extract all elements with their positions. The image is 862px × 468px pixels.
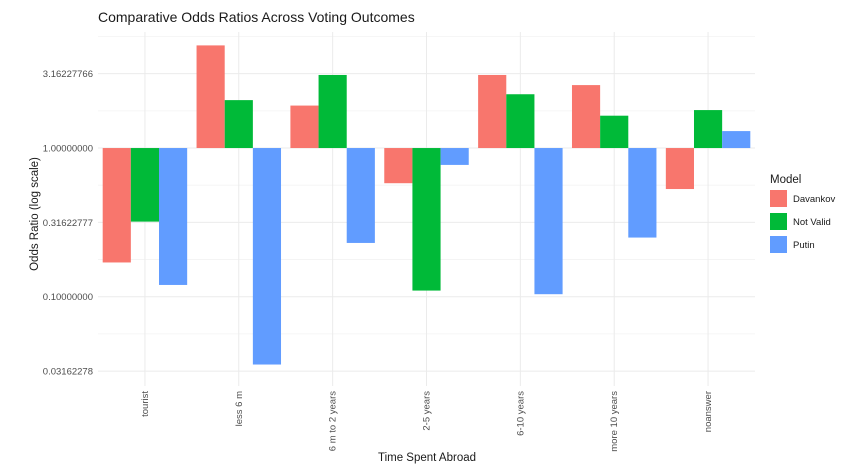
bars xyxy=(102,45,751,365)
bar-not-valid-2 xyxy=(224,100,253,149)
bar-davankov-6 xyxy=(571,85,601,149)
x-tick-label: 6-10 years xyxy=(515,391,526,436)
legend-key-davankov xyxy=(770,190,787,207)
legend-key-putin xyxy=(770,236,787,253)
x-axis-title: Time Spent Abroad xyxy=(378,452,476,464)
bar-davankov-2 xyxy=(196,45,225,149)
bar-not-valid-3 xyxy=(318,74,347,149)
legend-label: Not Valid xyxy=(793,217,831,228)
legend-label: Davankov xyxy=(793,194,835,205)
y-axis-ticks: 0.03162278 0.10000000 0.31622777 1.00000000… xyxy=(43,69,93,377)
bar-davankov-7 xyxy=(665,148,694,190)
x-tick-label: less 6 m xyxy=(234,391,245,426)
bar-davankov-1 xyxy=(102,148,131,263)
bar-not-valid-7 xyxy=(693,110,723,149)
y-tick-label: 0.31622777 xyxy=(43,218,93,229)
x-tick-label: 6 m to 2 years xyxy=(328,391,339,451)
bar-putin-7 xyxy=(722,131,751,149)
bar-putin-4 xyxy=(440,148,469,165)
y-tick-label: 0.03162278 xyxy=(43,367,93,378)
y-tick-label: 3.16227766 xyxy=(43,69,93,80)
bar-not-valid-5 xyxy=(506,94,535,149)
x-tick-label: tourist xyxy=(140,391,151,417)
y-tick-label: 0.10000000 xyxy=(43,292,93,303)
bar-putin-6 xyxy=(628,148,657,238)
y-tick-label: 1.00000000 xyxy=(43,144,93,155)
bar-davankov-4 xyxy=(384,148,413,184)
x-tick-label: more 10 years xyxy=(609,391,620,452)
bar-not-valid-1 xyxy=(130,148,160,222)
bar-putin-2 xyxy=(252,148,282,365)
bar-davankov-5 xyxy=(478,74,507,149)
bar-not-valid-4 xyxy=(412,148,441,291)
x-axis-ticks: tourist less 6 m 6 m to 2 years 2-5 years 6-… xyxy=(140,391,714,452)
x-tick-label: noanswer xyxy=(703,391,714,432)
legend-label: Putin xyxy=(793,240,815,251)
x-tick-label: 2-5 years xyxy=(422,391,433,431)
bar-putin-5 xyxy=(534,148,563,295)
legend-title: Model xyxy=(770,174,801,186)
legend-key-not-valid xyxy=(770,213,787,230)
bar-putin-1 xyxy=(159,148,188,285)
chart-title: Comparative Odds Ratios Across Voting Ou… xyxy=(98,9,415,25)
bar-not-valid-6 xyxy=(600,115,629,149)
bar-davankov-3 xyxy=(290,105,319,149)
bar-putin-3 xyxy=(346,148,375,243)
y-axis-title: Odds Ratio (log scale) xyxy=(29,157,41,271)
legend: Model Davankov Not Valid Putin xyxy=(770,174,835,253)
